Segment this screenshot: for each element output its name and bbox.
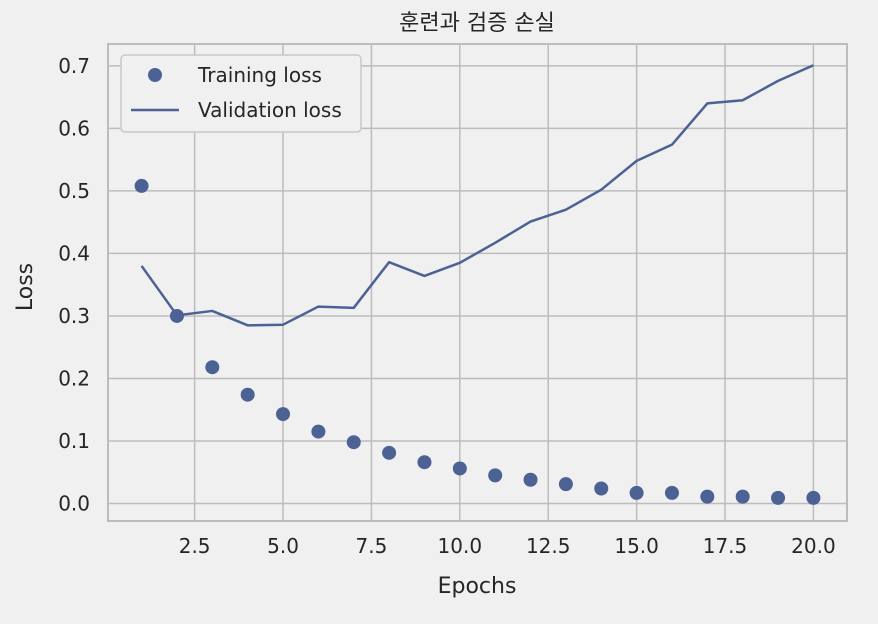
x-tick-label: 7.5 <box>356 534 388 558</box>
training-loss-point <box>629 485 644 500</box>
legend-label: Validation loss <box>198 98 342 122</box>
y-tick-label: 0.0 <box>58 491 90 515</box>
training-loss-point <box>806 490 821 505</box>
grid-lines <box>108 44 847 521</box>
training-loss-point <box>735 489 750 504</box>
legend: Training loss Validation loss <box>120 54 362 133</box>
training-loss-point <box>771 490 786 505</box>
training-loss-point <box>382 445 397 460</box>
training-loss-point <box>700 489 715 504</box>
series-layer <box>134 64 821 505</box>
training-loss-point <box>488 468 503 483</box>
x-tick-label: 15.0 <box>614 534 659 558</box>
y-tick-label: 0.2 <box>58 366 90 390</box>
training-loss-point <box>452 461 467 476</box>
y-tick-label: 0.1 <box>58 429 90 453</box>
x-tick-label: 2.5 <box>179 534 211 558</box>
legend-box <box>120 54 362 133</box>
x-tick-label: 17.5 <box>703 534 748 558</box>
validation-loss-line <box>140 64 814 327</box>
y-tick-label: 0.3 <box>58 304 90 328</box>
training-loss-point <box>417 455 432 470</box>
plot-frame <box>107 43 848 522</box>
y-tick-label: 0.5 <box>58 179 90 203</box>
training-loss-point <box>523 472 538 487</box>
training-loss-point <box>134 178 149 193</box>
chart-title: 훈련과 검증 손실 <box>399 11 555 36</box>
y-axis-ticks: 0.0 0.1 0.2 0.3 0.4 0.5 0.6 0.7 <box>58 54 90 516</box>
y-axis-title: Loss <box>13 263 38 311</box>
training-loss-point <box>311 424 326 439</box>
y-tick-label: 0.6 <box>58 116 90 140</box>
x-axis-ticks: 2.5 5.0 7.5 10.0 12.5 15.0 17.5 20.0 <box>179 534 836 558</box>
legend-marker-swatch <box>148 68 162 82</box>
training-loss-point <box>276 407 291 422</box>
training-loss-point <box>594 481 609 496</box>
y-tick-label: 0.4 <box>58 241 90 265</box>
training-loss-point <box>346 435 361 450</box>
training-loss-point <box>205 360 220 375</box>
training-loss-point <box>558 477 573 492</box>
training-loss-points <box>134 178 821 505</box>
training-loss-point <box>240 387 255 402</box>
x-tick-label: 5.0 <box>267 534 299 558</box>
x-tick-label: 20.0 <box>791 534 836 558</box>
legend-label: Training loss <box>197 63 322 87</box>
x-axis-title: Epochs <box>438 574 517 599</box>
x-tick-label: 10.0 <box>438 534 483 558</box>
y-tick-label: 0.7 <box>58 54 90 78</box>
training-loss-point <box>664 485 679 500</box>
x-tick-label: 12.5 <box>526 534 571 558</box>
